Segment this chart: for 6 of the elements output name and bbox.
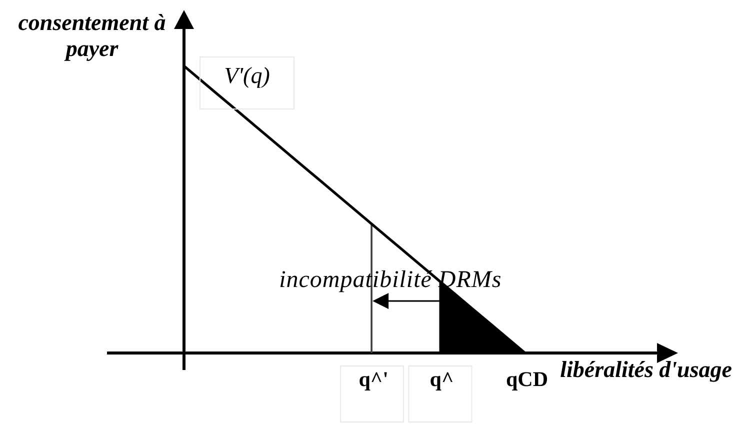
x-tick-label: q^ bbox=[430, 367, 454, 391]
x-tick-label: qCD bbox=[506, 367, 548, 391]
y-axis-title: consentement à payer bbox=[18, 10, 166, 61]
series-label: V'(q) bbox=[224, 63, 270, 88]
x-tick-label: q^' bbox=[358, 367, 388, 391]
x-axis-title: libéralités d'usage bbox=[560, 357, 732, 382]
